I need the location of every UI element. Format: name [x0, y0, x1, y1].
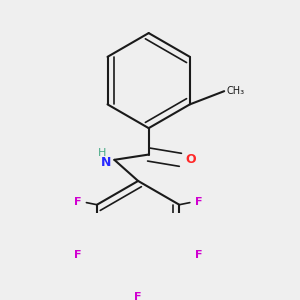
Text: F: F — [195, 250, 202, 260]
Text: CH₃: CH₃ — [227, 86, 245, 96]
Text: F: F — [134, 292, 142, 300]
Text: F: F — [195, 196, 202, 206]
Text: F: F — [74, 250, 81, 260]
Text: O: O — [186, 153, 196, 166]
Text: F: F — [74, 196, 81, 206]
Text: N: N — [101, 156, 112, 169]
Text: H: H — [98, 148, 106, 158]
